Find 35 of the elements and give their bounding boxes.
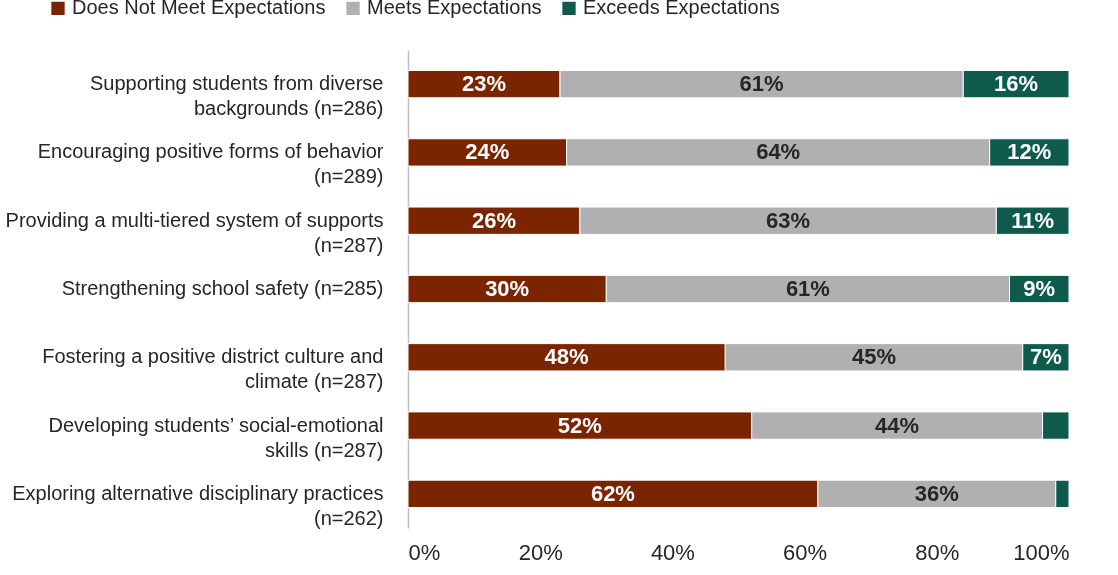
data-label: 61% bbox=[785, 276, 830, 301]
y-tick-label: Strengthening school safety (n=285) bbox=[61, 277, 384, 299]
x-tick-label: 80% bbox=[915, 539, 960, 565]
data-label: 45% bbox=[851, 344, 897, 370]
y-tick-label: Fostering a positive district culture and climate (n=287) bbox=[42, 345, 384, 393]
y-tick-label: Developing students’ social-emotional skills (n=287) bbox=[48, 413, 384, 461]
legend-label: Meets Expectations bbox=[367, 0, 542, 19]
legend-label: Does Not Meet Expectations bbox=[72, 0, 326, 19]
y-tick-label: Exploring alternative disciplinary practices (n=262) bbox=[12, 481, 384, 529]
data-label: 62% bbox=[590, 480, 635, 506]
legend-label: Exceeds Expectations bbox=[583, 0, 780, 19]
data-label: 24% bbox=[465, 139, 510, 165]
y-tick-label: Providing a multi-tiered system of supports (n=287) bbox=[5, 208, 384, 256]
data-label: 44% bbox=[875, 412, 920, 438]
data-label: 16% bbox=[994, 71, 1039, 97]
data-label: 64% bbox=[756, 139, 801, 165]
data-label: 36% bbox=[914, 480, 959, 506]
data-label: 52% bbox=[557, 412, 602, 438]
x-tick-label: 40% bbox=[650, 539, 695, 565]
data-label: 12% bbox=[1007, 139, 1052, 165]
x-tick-label: 0% bbox=[408, 539, 441, 565]
y-tick-label: Supporting students from diverse backgrounds (n=286) bbox=[90, 72, 384, 120]
data-label: 23% bbox=[461, 71, 507, 97]
data-label: 48% bbox=[544, 344, 589, 370]
x-tick-label: 20% bbox=[518, 539, 563, 565]
y-tick-label: Encouraging positive forms of behavior (n=289) bbox=[37, 140, 384, 188]
data-label: 11% bbox=[1011, 207, 1055, 233]
data-label: 9% bbox=[1023, 276, 1056, 301]
data-label: 30% bbox=[485, 276, 530, 301]
data-label: 63% bbox=[766, 207, 811, 233]
data-label: 61% bbox=[739, 71, 784, 97]
x-tick-label: 100% bbox=[1013, 539, 1070, 565]
x-tick-label: 60% bbox=[783, 539, 828, 565]
data-label: 26% bbox=[471, 207, 516, 233]
data-label: 7% bbox=[1029, 344, 1062, 370]
